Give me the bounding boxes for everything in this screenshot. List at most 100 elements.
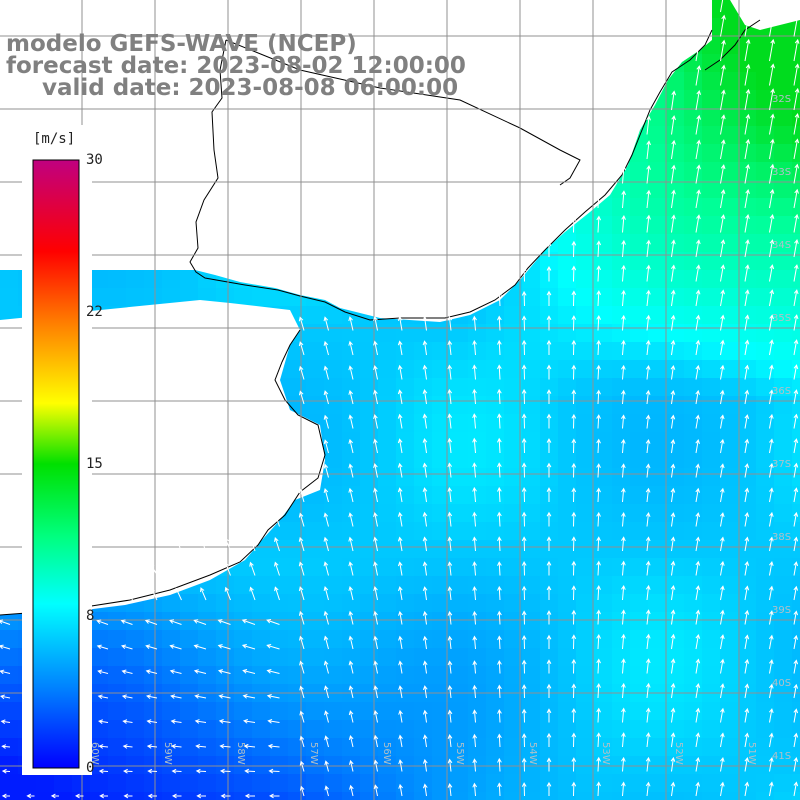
wind-arrow	[447, 782, 453, 797]
lon-label: 57W	[308, 742, 319, 765]
speed-cell	[792, 396, 800, 414]
speed-cell	[576, 468, 594, 486]
wind-arrow	[621, 658, 626, 674]
speed-cell	[432, 342, 450, 360]
wind-arrow	[348, 463, 354, 478]
wind-arrow	[145, 669, 158, 674]
wind-arrow	[398, 709, 403, 723]
wind-arrow	[645, 584, 651, 601]
speed-cell	[504, 666, 522, 684]
wind-arrow	[671, 189, 676, 209]
speed-cell	[666, 378, 684, 396]
wind-arrow	[472, 684, 478, 699]
speed-cell	[666, 468, 684, 486]
speed-cell	[774, 36, 792, 54]
speed-cell	[684, 306, 702, 324]
speed-cell	[432, 468, 450, 486]
wind-arrow	[596, 240, 602, 258]
speed-cell	[90, 702, 108, 720]
speed-cell	[324, 792, 342, 800]
lon-label: 54W	[527, 742, 538, 765]
lat-label: 39S	[772, 605, 791, 616]
wind-arrow	[348, 487, 354, 503]
speed-cell	[144, 630, 162, 648]
speed-cell	[306, 612, 324, 630]
wind-arrow	[121, 669, 133, 675]
wind-arrow	[447, 388, 453, 405]
wind-arrow	[323, 340, 329, 356]
speed-cell	[108, 666, 126, 684]
speed-cell	[306, 360, 324, 378]
wind-arrow	[249, 512, 256, 527]
speed-cell	[486, 792, 504, 800]
speed-cell	[396, 792, 414, 800]
wind-arrow	[671, 164, 676, 184]
speed-cell	[90, 792, 108, 800]
wind-arrow	[447, 586, 453, 601]
speed-cell	[378, 504, 396, 522]
wind-arrow	[571, 732, 577, 748]
wind-arrow	[546, 610, 552, 625]
speed-cell	[216, 630, 234, 648]
wind-arrow	[793, 364, 799, 380]
speed-cell	[126, 720, 144, 738]
wind-arrow	[324, 760, 329, 772]
wind-arrow	[695, 633, 701, 650]
speed-cell	[792, 36, 800, 54]
lat-label: 38S	[772, 532, 791, 543]
speed-cell	[468, 720, 486, 738]
wind-arrow	[769, 438, 774, 454]
speed-cell	[720, 414, 738, 432]
speed-cell	[162, 648, 180, 666]
wind-arrow	[546, 265, 552, 282]
wind-arrow	[744, 781, 750, 797]
speed-cell	[144, 648, 162, 666]
speed-cell	[360, 396, 378, 414]
wind-arrow	[447, 536, 453, 552]
speed-cell	[720, 522, 738, 540]
wind-arrow	[497, 291, 502, 307]
wind-arrow	[546, 732, 552, 748]
wind-arrow	[75, 793, 84, 799]
speed-cell	[468, 594, 486, 612]
speed-cell	[558, 756, 576, 774]
wind-arrow	[670, 707, 676, 723]
lon-label: 60W	[89, 742, 100, 765]
speed-cell	[324, 594, 342, 612]
speed-cell	[648, 792, 666, 800]
wind-arrow	[172, 793, 182, 799]
wind-arrow	[422, 783, 428, 797]
speed-cell	[702, 144, 720, 162]
speed-cell	[684, 252, 702, 270]
wind-arrow	[720, 39, 726, 62]
speed-cell	[504, 540, 522, 558]
speed-cell	[522, 342, 540, 360]
speed-cell	[486, 576, 504, 594]
speed-cell	[648, 576, 666, 594]
speed-cell	[522, 504, 540, 522]
speed-cell	[720, 360, 738, 378]
speed-cell	[360, 324, 378, 342]
speed-cell	[234, 576, 252, 594]
speed-cell	[396, 486, 414, 504]
speed-cell	[792, 270, 800, 288]
speed-cell	[756, 324, 774, 342]
speed-cell	[720, 450, 738, 468]
speed-cell	[90, 630, 108, 648]
speed-cell	[306, 378, 324, 396]
speed-cell	[414, 576, 432, 594]
speed-cell	[576, 648, 594, 666]
wind-arrow	[1, 793, 11, 799]
wind-arrow	[219, 768, 231, 774]
wind-arrow	[670, 584, 676, 601]
speed-cell	[342, 612, 360, 630]
speed-cell	[720, 666, 738, 684]
wind-arrow	[793, 659, 799, 674]
speed-cell	[720, 234, 738, 252]
speed-cell	[486, 468, 504, 486]
wind-arrow	[645, 536, 651, 552]
speed-cell	[396, 774, 414, 792]
speed-cell	[756, 540, 774, 558]
speed-cell	[720, 198, 738, 216]
lat-label: 41S	[772, 751, 791, 762]
